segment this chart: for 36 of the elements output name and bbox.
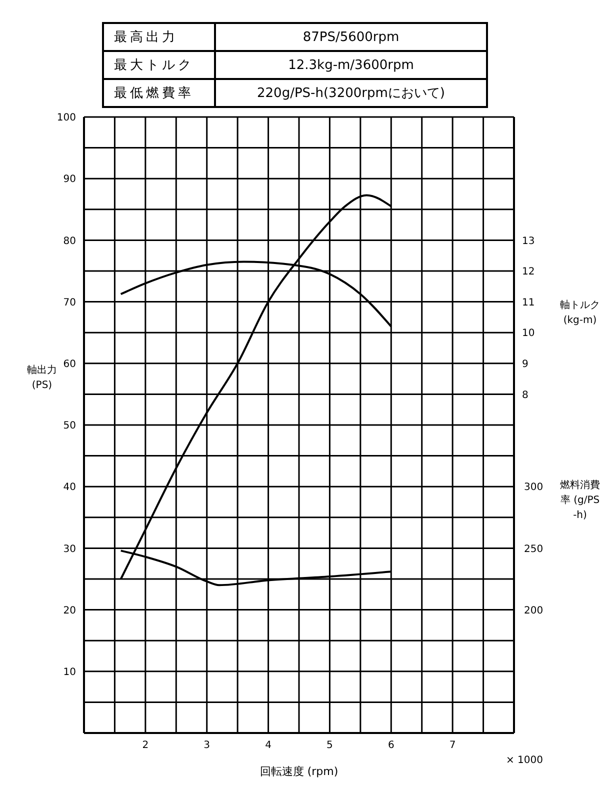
y-tick-label: 90 [63,174,76,186]
y-tick-label: 20 [63,605,76,616]
y2-tick-label: 10 [522,328,535,340]
y3-tick-label: 250 [524,544,544,555]
y3-tick-label: 200 [524,605,544,616]
y2-tick-label: 12 [522,266,535,278]
x-tick-label: 5 [326,740,333,752]
y2-tick-label: 13 [522,236,535,247]
text: 最高出力 [103,23,215,51]
x-tick-label: 7 [449,740,456,752]
y2-tick-label: 11 [522,297,535,308]
text: 最大トルク [103,51,215,79]
y2-tick-label: 9 [522,358,528,370]
y2-axis-title: 軸トルク (kg-m) [560,298,600,328]
y-tick-label: 60 [63,358,76,370]
y-tick-label: 50 [63,420,76,432]
text: 12.3kg-m/3600rpm [215,51,487,79]
text: 87PS/5600rpm [215,23,487,51]
x-axis-title: 回転速度 (rpm) [260,765,338,778]
y-tick-label: 70 [63,297,76,308]
x-tick-label: 4 [265,740,272,752]
x-tick-label: 2 [142,740,149,752]
x-tick-label: 3 [204,740,210,752]
y-tick-label: 40 [63,482,76,494]
y3-tick-label: 300 [524,482,544,494]
y-tick-label: 100 [56,112,76,124]
y-axis-title: 軸出力 (PS) [26,364,58,393]
y3-axis-title: 燃料消費率 (g/PS-h) [560,478,600,523]
text: 最低燃費率 [103,79,215,107]
y-tick-label: 80 [63,236,76,247]
y-tick-label: 30 [63,544,76,555]
x-tick-label: 6 [388,740,394,752]
y-tick-label: 10 [63,666,76,678]
y2-tick-label: 8 [522,390,528,401]
text: 220g/PS-h(3200rpmにおいて) [215,79,487,107]
text: × 1000 [506,755,544,766]
